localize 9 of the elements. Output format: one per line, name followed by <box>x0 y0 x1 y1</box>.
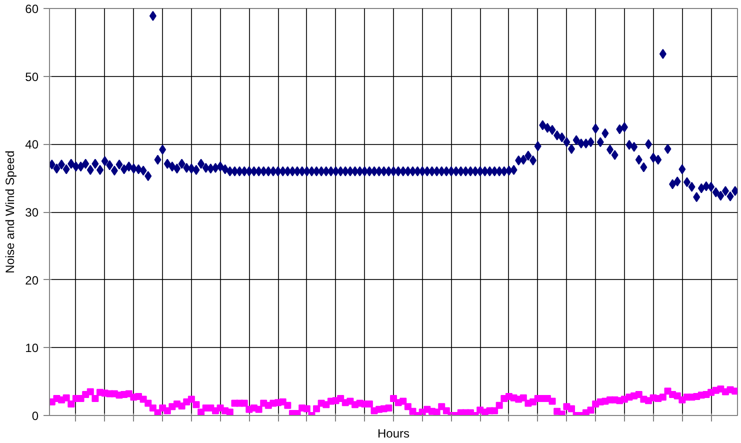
y-tick-label: 10 <box>25 341 39 356</box>
y-tick-label: 40 <box>25 138 39 152</box>
y-tick-label: 50 <box>25 70 39 84</box>
y-tick-label: 60 <box>25 2 39 16</box>
y-tick-label: 20 <box>25 273 39 288</box>
y-tick-label: 0 <box>32 409 39 423</box>
y-axis-title: Noise and Wind Speed <box>3 150 18 274</box>
y-tick-label: 30 <box>25 206 39 220</box>
x-axis-title: Hours <box>377 426 410 440</box>
